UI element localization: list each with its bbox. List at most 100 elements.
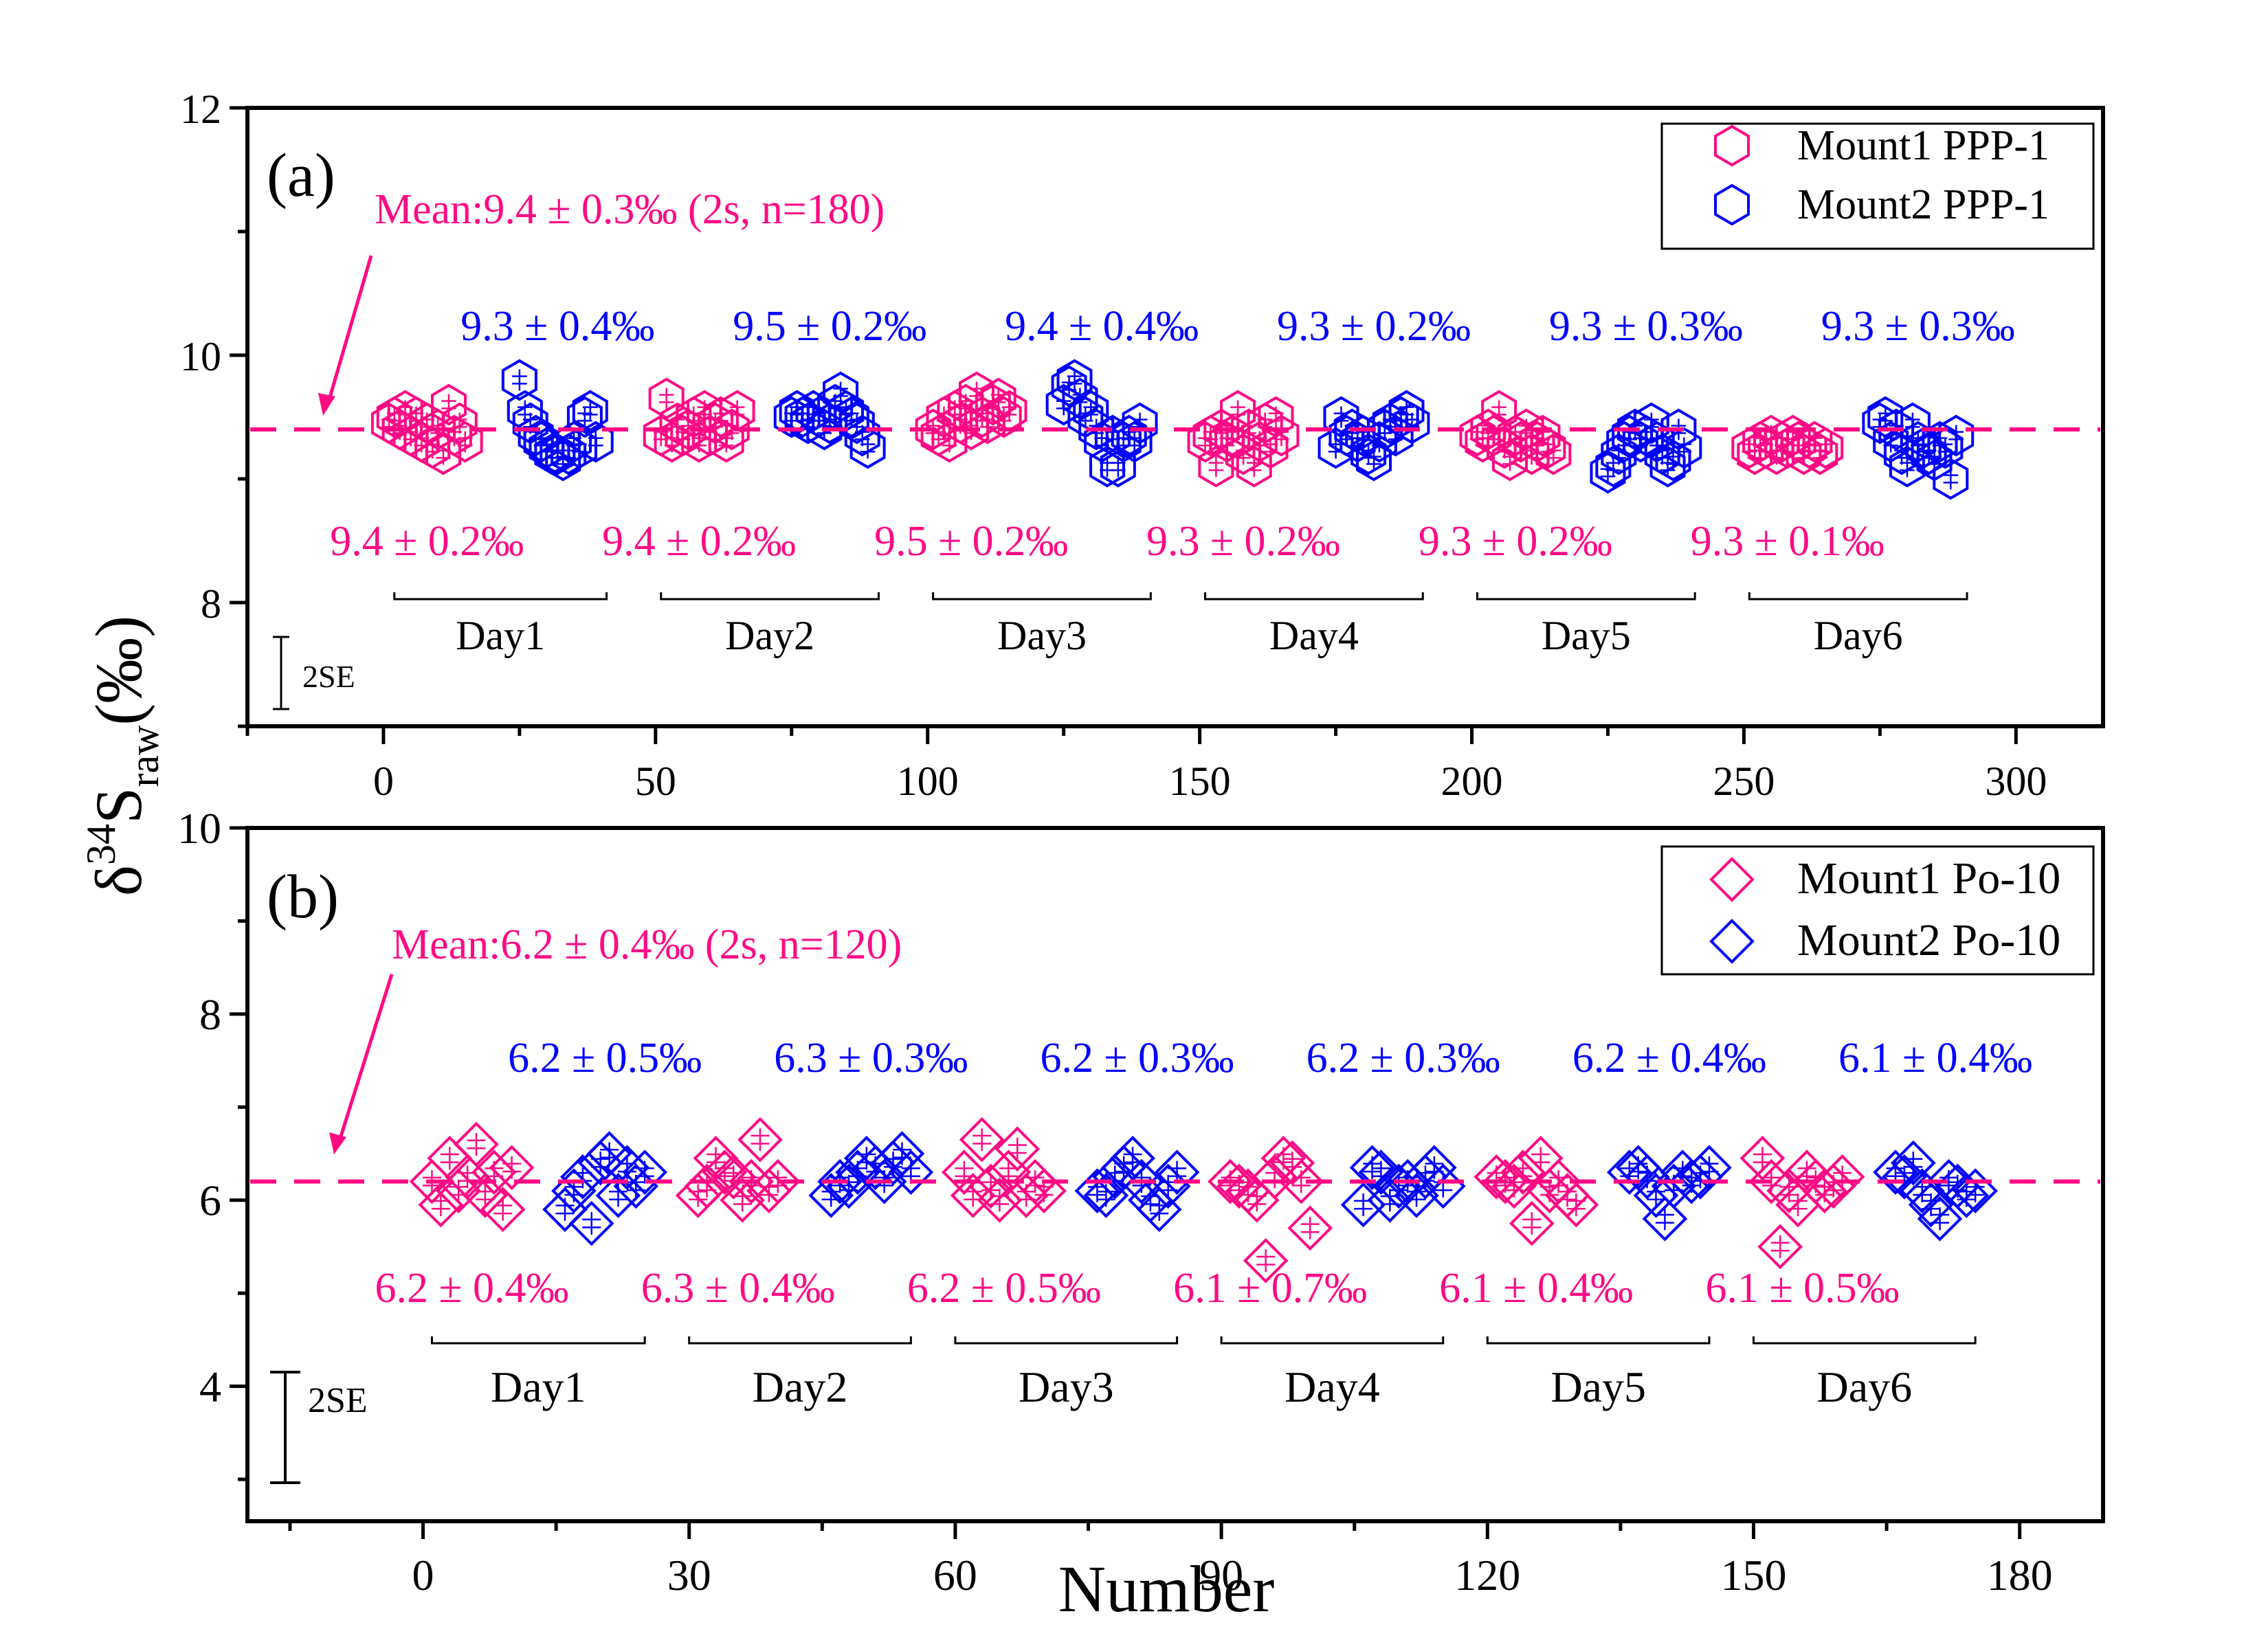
data-point: [568, 1200, 614, 1246]
panel-a-legend: Mount1 PPP-1 Mount2 PPP-1: [1660, 122, 2095, 250]
panel-b-mean-arrow: [329, 974, 394, 1154]
day-bracket: [1220, 1336, 1445, 1345]
x-tick-label: 300: [1985, 759, 2047, 804]
x-tick-label: 250: [1713, 759, 1775, 804]
mount2-day-stat: 6.2 ± 0.3‰: [1040, 1035, 1234, 1081]
legend-entry: Mount1 PPP-1: [1714, 122, 2049, 169]
mount1-day-stat: 9.4 ± 0.2‰: [602, 518, 796, 565]
x-tick-label: 150: [1720, 1551, 1786, 1600]
legend-label: Mount1 Po-10: [1797, 853, 2060, 904]
day-group-5: Day5 6.2 ± 0.4‰ 6.1 ± 0.4‰: [1439, 1035, 1766, 1411]
series-2: [501, 359, 1975, 500]
x-tick-label: 180: [1987, 1551, 2053, 1600]
data-point: [447, 420, 483, 463]
plot-frame: [245, 106, 2105, 728]
data-point: [648, 377, 685, 420]
day-bracket: [1748, 592, 1968, 601]
day-bracket: [932, 592, 1152, 601]
mount1-day-stat: 6.1 ± 0.5‰: [1705, 1265, 1899, 1312]
series-2: [542, 1131, 1998, 1246]
legend-label: Mount2 PPP-1: [1797, 181, 2049, 228]
data-point: [1535, 433, 1572, 475]
data-point: [1243, 1237, 1289, 1283]
mount1-day-stat: 6.1 ± 0.7‰: [1173, 1265, 1367, 1312]
y-tick-label: 12: [180, 87, 221, 132]
day-group-3: Day3 9.4 ± 0.4‰ 9.5 ± 0.2‰: [874, 303, 1199, 658]
day-bracket: [660, 592, 880, 601]
data-point: [480, 1187, 526, 1233]
day-bracket: [1204, 592, 1424, 601]
panel-b-points: [409, 1117, 1998, 1283]
day-group-5: Day5 9.3 ± 0.3‰ 9.3 ± 0.2‰: [1419, 303, 1743, 658]
mount1-day-stat: 6.1 ± 0.4‰: [1439, 1265, 1633, 1312]
mount1-day-stat: 6.3 ± 0.4‰: [641, 1265, 835, 1312]
x-tick-label: 30: [667, 1551, 711, 1600]
data-point: [622, 1149, 668, 1195]
x-tick-label: 0: [412, 1551, 434, 1600]
x-tick-label: 120: [1454, 1551, 1520, 1600]
day-group-1: Day1 6.2 ± 0.5‰ 6.2 ± 0.4‰: [375, 1035, 702, 1411]
data-point: [737, 1117, 783, 1163]
day-label: Day6: [1814, 613, 1903, 658]
day-bracket: [1476, 592, 1696, 601]
mount2-day-stat: 9.3 ± 0.2‰: [1277, 303, 1471, 350]
day-bracket: [954, 1336, 1179, 1345]
mount1-day-stat: 6.2 ± 0.4‰: [375, 1265, 569, 1312]
panel-a-day-annotations: Day1 9.3 ± 0.4‰ 9.4 ± 0.2‰ Day2 9.5 ± 0.2‰ 9.…: [330, 303, 2015, 658]
y-tick-label: 4: [199, 1362, 221, 1411]
day-label: Day1: [456, 613, 545, 658]
x-tick-label: 90: [1199, 1551, 1243, 1600]
panel-b-scale-bar-label: 2SE: [308, 1381, 368, 1420]
data-point: [454, 1121, 499, 1167]
day-bracket: [1752, 1336, 1977, 1345]
mount2-day-stat: 6.3 ± 0.3‰: [774, 1035, 968, 1081]
data-point: [888, 1149, 934, 1195]
legend-marker-icon: [1709, 919, 1755, 964]
data-point: [441, 402, 478, 445]
x-tick-label: 200: [1441, 759, 1503, 804]
x-tick-label: 0: [373, 759, 394, 804]
data-point: [959, 1117, 1005, 1163]
day-group-4: Day4 9.3 ± 0.2‰ 9.3 ± 0.2‰: [1146, 303, 1471, 658]
y-tick-label: 6: [199, 1176, 221, 1225]
x-tick-label: 50: [635, 759, 676, 804]
plot-frame: [245, 826, 2105, 1523]
day-label: Day4: [1285, 1362, 1380, 1411]
panel-a-mean-arrow: [318, 255, 373, 416]
day-group-1: Day1 9.3 ± 0.4‰ 9.4 ± 0.2‰: [330, 303, 654, 658]
mount1-day-stat: 9.3 ± 0.2‰: [1419, 518, 1612, 565]
mount2-day-stat: 6.1 ± 0.4‰: [1838, 1035, 2032, 1081]
y-label-superscript: 34: [78, 824, 124, 865]
day-group-2: Day2 9.5 ± 0.2‰ 9.4 ± 0.2‰: [602, 303, 926, 658]
y-label-element: S: [82, 787, 155, 824]
day-bracket: [688, 1336, 912, 1345]
mount1-day-stat: 6.2 ± 0.5‰: [907, 1265, 1101, 1312]
data-point: [1890, 1140, 1936, 1186]
y-tick-label: 10: [180, 334, 221, 379]
y-label-unit: (‰): [82, 616, 155, 726]
legend-label: Mount2 Po-10: [1797, 915, 2060, 965]
data-point: [1933, 458, 1969, 500]
mount2-day-stat: 9.4 ± 0.4‰: [1005, 303, 1199, 350]
data-point: [1938, 414, 1975, 457]
legend-entry: Mount1 Po-10: [1709, 853, 2060, 904]
data-point: [1553, 1182, 1599, 1228]
mount2-day-stat: 9.3 ± 0.4‰: [460, 303, 654, 350]
y-tick-label: 10: [177, 804, 221, 853]
day-group-3: Day3 6.2 ± 0.3‰ 6.2 ± 0.5‰: [907, 1035, 1234, 1411]
data-point: [572, 390, 608, 432]
data-point: [1757, 1224, 1803, 1270]
data-point: [1953, 1168, 1998, 1214]
day-group-6: Day6 6.1 ± 0.4‰ 6.1 ± 0.5‰: [1705, 1035, 2032, 1411]
day-label: Day3: [997, 613, 1087, 658]
data-point: [1340, 1182, 1386, 1228]
day-label: Day3: [1019, 1362, 1114, 1411]
panel-a-label: (a): [267, 142, 335, 210]
mount1-day-stat: 9.4 ± 0.2‰: [330, 518, 524, 565]
panel-b-legend: Mount1 Po-10 Mount2 Po-10: [1660, 845, 2095, 976]
mount1-day-stat: 9.5 ± 0.2‰: [874, 518, 1068, 565]
panel-a-axes: 0 50 100 150 200 250 300 8 10 12: [180, 87, 2105, 804]
day-label: Day6: [1817, 1362, 1913, 1411]
data-point: [879, 1131, 925, 1176]
